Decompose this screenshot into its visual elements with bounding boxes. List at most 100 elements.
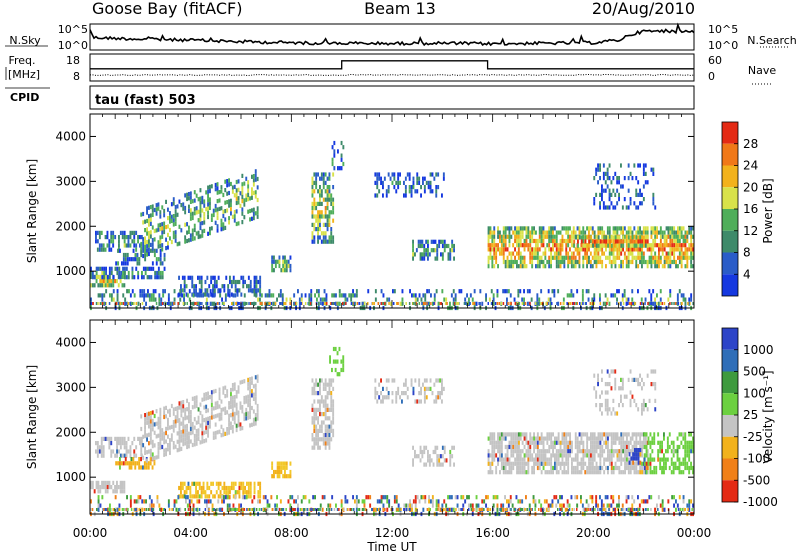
range-cell <box>589 251 592 256</box>
range-cell <box>376 172 379 177</box>
range-cell <box>103 279 105 284</box>
range-cell <box>425 395 428 400</box>
range-cell <box>237 179 240 184</box>
range-cell <box>319 201 321 206</box>
range-cell <box>548 449 551 454</box>
range-cell <box>607 457 609 462</box>
range-cell <box>253 481 256 486</box>
range-cell <box>151 204 154 209</box>
range-cell <box>692 436 694 441</box>
range-cell <box>502 226 505 231</box>
range-cell <box>639 239 642 244</box>
range-cell <box>180 485 182 491</box>
range-cell <box>601 264 604 269</box>
range-cell <box>395 399 398 404</box>
range-cell <box>374 391 377 396</box>
range-cell <box>688 297 691 302</box>
range-cell <box>516 449 518 454</box>
range-cell <box>593 243 596 248</box>
range-cell <box>216 199 219 204</box>
range-cell <box>146 227 148 232</box>
range-cell <box>427 386 430 391</box>
range-cell <box>614 449 617 454</box>
range-cell <box>535 255 537 260</box>
range-cell <box>672 449 675 454</box>
range-cell <box>129 449 132 454</box>
range-cell <box>313 214 316 219</box>
range-cell <box>438 243 441 249</box>
range-cell <box>684 238 687 244</box>
range-cell <box>684 264 687 269</box>
range-cell <box>155 302 158 305</box>
range-cell <box>548 243 551 248</box>
range-cell <box>148 503 151 508</box>
range-cell <box>622 302 625 305</box>
range-cell <box>285 461 288 466</box>
range-cell <box>144 450 146 455</box>
range-cell <box>378 382 381 387</box>
range-cell <box>563 432 566 437</box>
range-cell <box>313 239 316 244</box>
range-cell <box>523 436 526 441</box>
range-cell <box>430 458 433 463</box>
range-cell <box>315 172 318 177</box>
range-cell <box>195 429 198 434</box>
range-cell <box>238 490 241 495</box>
range-cell <box>431 189 434 194</box>
range-cell <box>122 302 125 305</box>
range-cell <box>675 243 677 248</box>
range-cell <box>191 396 194 401</box>
range-cell <box>652 197 655 202</box>
range-cell <box>684 457 687 462</box>
range-cell <box>180 434 183 439</box>
range-cell <box>575 302 577 305</box>
range-cell <box>120 270 123 276</box>
range-cell <box>259 275 262 280</box>
range-cell <box>161 444 164 450</box>
range-cell <box>606 407 609 412</box>
range-cell <box>430 248 433 253</box>
range-cell <box>135 266 138 271</box>
range-cell <box>342 293 345 298</box>
range-cell <box>110 266 113 271</box>
range-cell <box>278 255 281 260</box>
range-cell <box>326 206 329 211</box>
range-cell <box>650 230 653 235</box>
range-cell <box>670 457 673 462</box>
range-cell <box>189 233 192 238</box>
range-cell <box>140 426 143 432</box>
range-cell <box>661 264 664 269</box>
range-cell <box>514 436 517 441</box>
range-cell <box>593 386 596 391</box>
range-cell <box>605 255 607 260</box>
range-cell <box>529 440 532 445</box>
range-cell <box>183 293 185 298</box>
range-cell <box>123 283 126 288</box>
range-cell <box>574 264 577 269</box>
range-cell <box>502 238 505 244</box>
range-cell <box>527 226 530 231</box>
range-cell <box>322 420 325 425</box>
range-cell <box>680 255 683 260</box>
range-cell <box>229 275 231 280</box>
range-cell <box>629 440 632 445</box>
range-cell <box>552 255 554 260</box>
range-cell <box>233 210 236 215</box>
range-cell <box>589 302 592 305</box>
range-cell <box>423 391 426 396</box>
range-cell <box>108 485 111 490</box>
range-cell <box>614 205 617 210</box>
range-cell <box>212 212 215 218</box>
range-cell <box>380 391 382 396</box>
range-cell <box>148 411 150 416</box>
range-cell <box>176 418 179 423</box>
range-cell <box>247 485 250 491</box>
range-cell <box>652 171 655 176</box>
range-cell <box>180 228 183 233</box>
range-cell <box>169 215 171 220</box>
range-cell <box>529 436 532 441</box>
range-cell <box>157 223 160 228</box>
range-cell <box>672 444 675 450</box>
range-cell <box>197 218 200 223</box>
range-cell <box>561 440 564 445</box>
